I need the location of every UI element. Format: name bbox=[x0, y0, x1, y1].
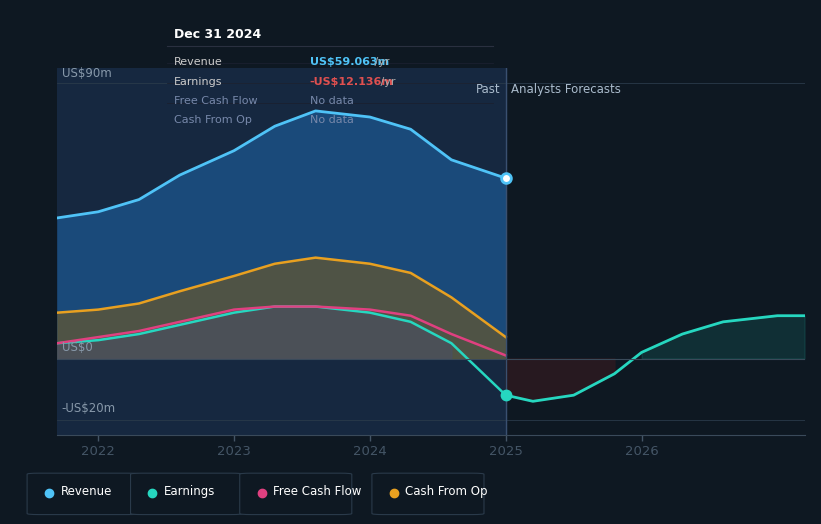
Text: Dec 31 2024: Dec 31 2024 bbox=[173, 28, 261, 41]
Text: -US$20m: -US$20m bbox=[62, 402, 116, 415]
Text: Revenue: Revenue bbox=[173, 57, 222, 67]
Text: /yr: /yr bbox=[371, 57, 389, 67]
Text: Free Cash Flow: Free Cash Flow bbox=[173, 96, 257, 106]
Text: /yr: /yr bbox=[377, 77, 396, 86]
Text: -US$12.136m: -US$12.136m bbox=[310, 77, 393, 86]
Text: No data: No data bbox=[310, 96, 354, 106]
Text: Revenue: Revenue bbox=[61, 485, 112, 498]
Text: Earnings: Earnings bbox=[173, 77, 222, 86]
Text: Earnings: Earnings bbox=[164, 485, 215, 498]
Text: Cash From Op: Cash From Op bbox=[173, 115, 251, 125]
Bar bbox=[57, 68, 506, 435]
FancyBboxPatch shape bbox=[240, 473, 351, 515]
FancyBboxPatch shape bbox=[131, 473, 243, 515]
Text: Past: Past bbox=[475, 83, 500, 96]
Text: Cash From Op: Cash From Op bbox=[406, 485, 488, 498]
Text: Free Cash Flow: Free Cash Flow bbox=[273, 485, 361, 498]
FancyBboxPatch shape bbox=[372, 473, 484, 515]
Text: No data: No data bbox=[310, 115, 354, 125]
Text: US$59.063m: US$59.063m bbox=[310, 57, 388, 67]
Text: Analysts Forecasts: Analysts Forecasts bbox=[511, 83, 621, 96]
Text: US$90m: US$90m bbox=[62, 68, 112, 80]
FancyBboxPatch shape bbox=[27, 473, 140, 515]
Text: US$0: US$0 bbox=[62, 341, 92, 354]
